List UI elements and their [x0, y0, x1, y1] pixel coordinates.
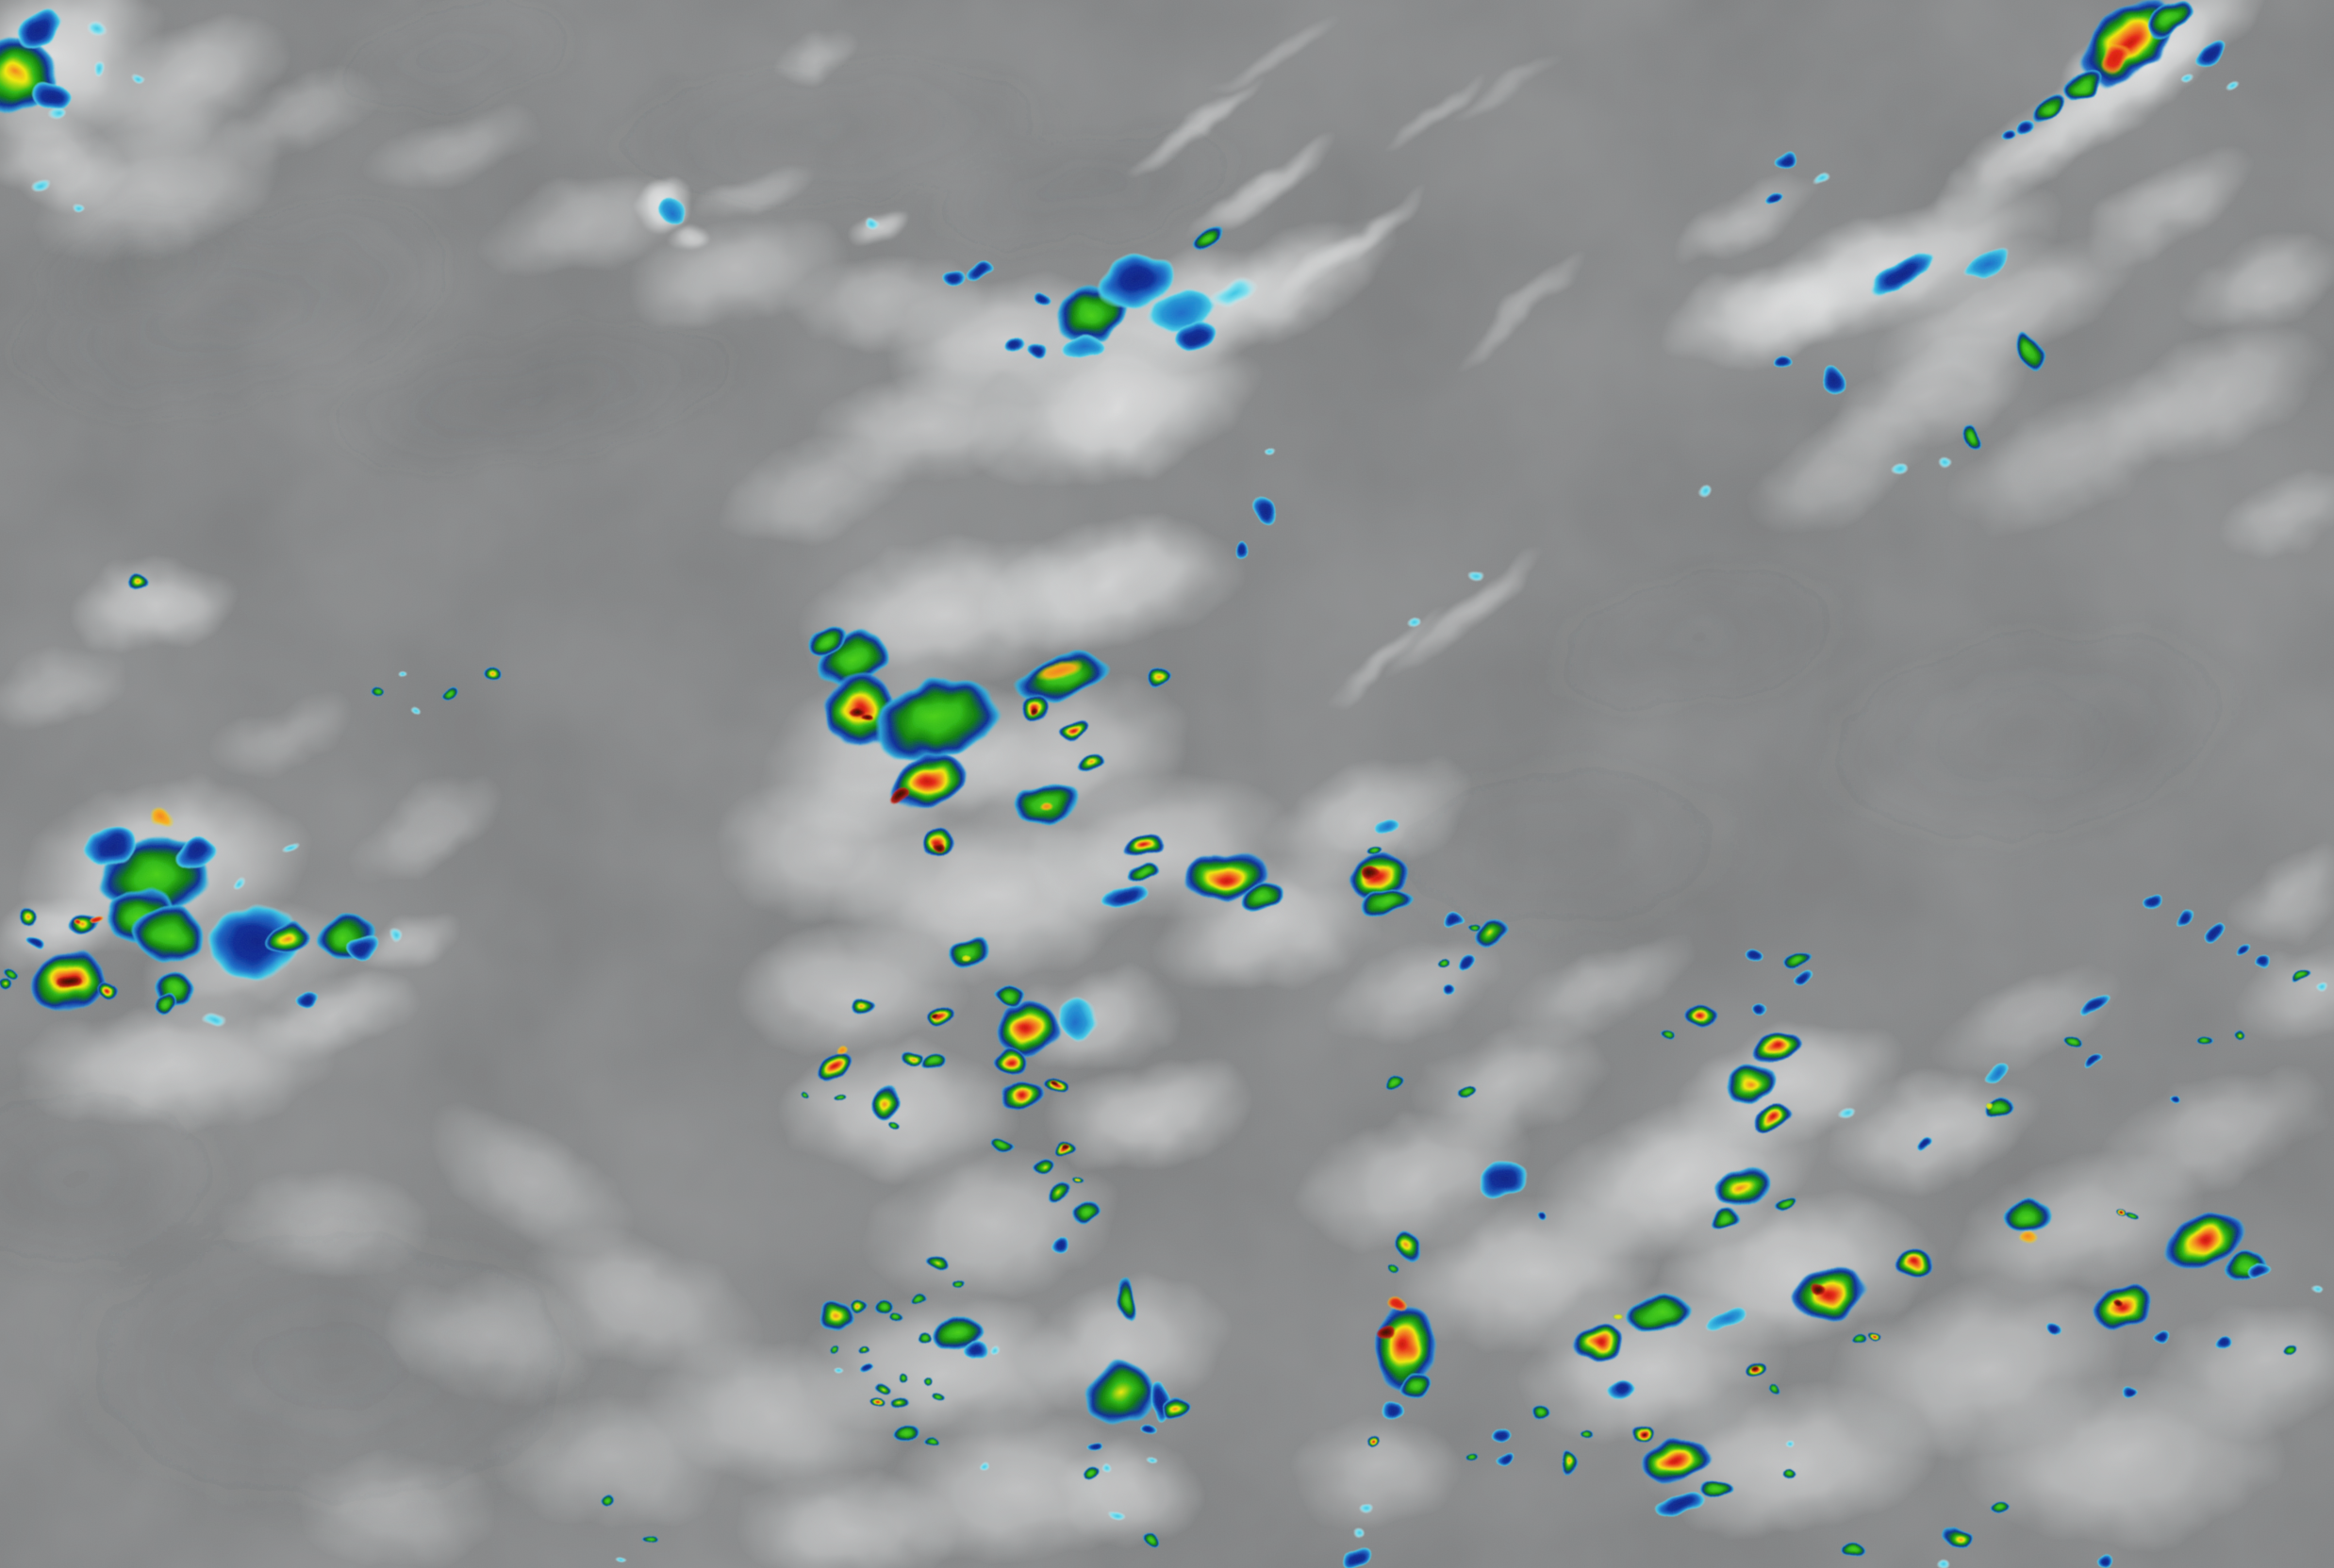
satellite-ir-canvas: [0, 0, 2334, 1568]
sensor-grain-overlay: [0, 0, 2334, 1568]
satellite-ir-image: [0, 0, 2334, 1568]
